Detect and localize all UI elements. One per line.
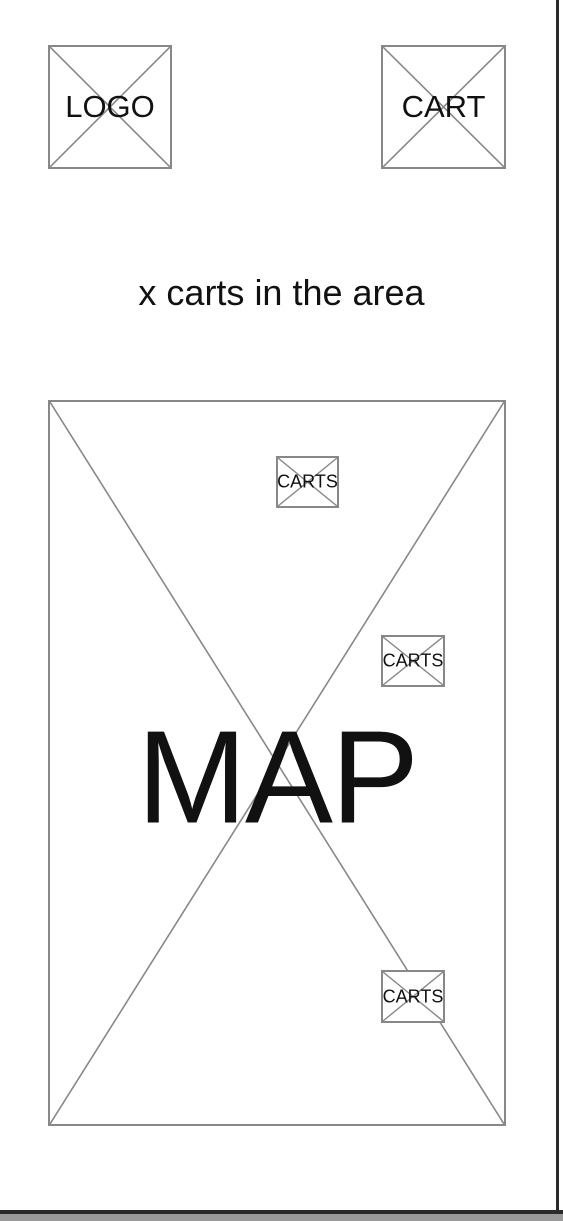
image-placeholder-icon [383, 637, 443, 685]
logo-placeholder[interactable]: LOGO [48, 45, 172, 169]
cart-button[interactable]: CART [381, 45, 506, 169]
frame-bottom-border [0, 1210, 563, 1214]
image-placeholder-icon [383, 972, 443, 1021]
logo-label: LOGO [65, 89, 155, 124]
cart-marker-label: CARTS [382, 650, 444, 671]
map-view[interactable]: MAP [48, 400, 506, 1126]
cart-marker[interactable]: CARTS [276, 456, 339, 508]
cart-marker-label: CARTS [382, 986, 444, 1006]
cart-marker[interactable]: CARTS [381, 970, 445, 1023]
cart-marker[interactable]: CARTS [381, 635, 445, 687]
carts-count-heading: x carts in the area [138, 272, 425, 313]
image-placeholder-icon [383, 47, 504, 167]
map-label: MAP [136, 703, 419, 851]
image-placeholder-icon [50, 47, 170, 167]
frame-right-border [556, 0, 559, 1212]
frame-bottom-shadow [0, 1214, 563, 1221]
cart-label: CART [401, 89, 486, 124]
cart-marker-label: CARTS [277, 471, 338, 492]
image-placeholder-icon [278, 458, 337, 506]
